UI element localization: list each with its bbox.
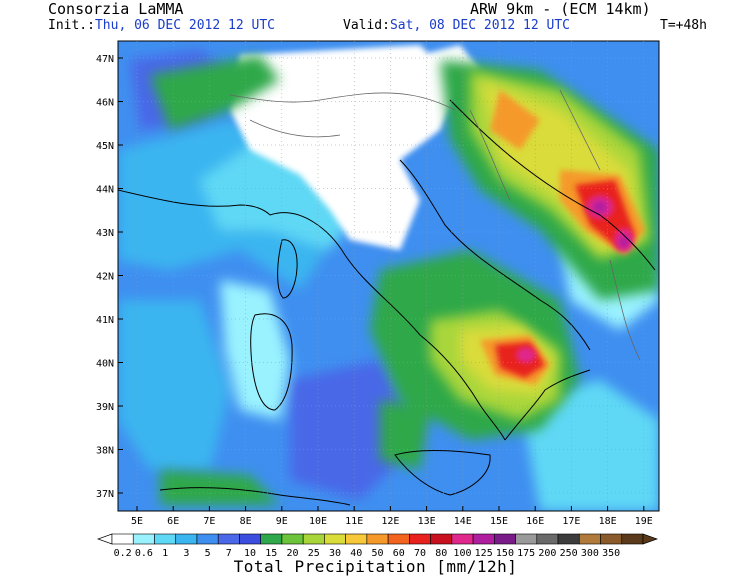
lon-label: 14E bbox=[454, 516, 472, 527]
colorbar-level-label: 1 bbox=[162, 548, 168, 559]
colorbar-swatch bbox=[578, 533, 601, 545]
lon-label: 8E bbox=[240, 516, 252, 527]
org-title: Consorzia LaMMA bbox=[48, 0, 184, 18]
colorbar-swatch bbox=[515, 533, 538, 545]
forecast-lead: T=+48h bbox=[660, 18, 707, 33]
colorbar-level-label: 80 bbox=[435, 548, 447, 559]
colorbar-swatch bbox=[536, 533, 559, 545]
colorbar-swatch bbox=[154, 533, 177, 545]
colorbar: 0.2 0.6 1 3 5 7 10 15 20 25 30 40 50 60 70 80 100 125 150 1… bbox=[96, 533, 659, 559]
colorbar-level-label: 175 bbox=[517, 548, 535, 559]
lat-label: 40N bbox=[96, 359, 114, 370]
colorbar-level-label: 3 bbox=[183, 548, 189, 559]
colorbar-level-label: 50 bbox=[371, 548, 383, 559]
colorbar-swatch bbox=[239, 533, 261, 545]
colorbar-swatch bbox=[451, 533, 474, 545]
colorbar-swatch bbox=[132, 533, 155, 545]
colorbar-level-label: 15 bbox=[265, 548, 277, 559]
lat-label: 38N bbox=[96, 446, 114, 457]
colorbar-swatch bbox=[260, 533, 283, 545]
colorbar-swatch bbox=[494, 533, 516, 545]
colorbar-swatch bbox=[217, 533, 240, 545]
init-line: Init.:Thu, 06 DEC 2012 12 UTC bbox=[48, 19, 275, 33]
colorbar-swatch bbox=[557, 533, 580, 545]
lat-label: 41N bbox=[96, 315, 114, 326]
colorbar-level-label: 40 bbox=[350, 548, 362, 559]
latitude-axis: 47N 46N 45N 44N 43N 42N 41N 40N 39N 38N 37N bbox=[96, 54, 659, 500]
colorbar-swatch bbox=[600, 533, 623, 545]
colorbar-level-label: 10 bbox=[244, 548, 256, 559]
colorbar-min-arrow bbox=[96, 533, 113, 545]
colorbar-level-label: 0.6 bbox=[135, 548, 153, 559]
colorbar-title: Total Precipitation [mm/12h] bbox=[233, 557, 518, 576]
colorbar-level-label: 7 bbox=[226, 548, 232, 559]
colorbar-level-label: 300 bbox=[581, 548, 599, 559]
colorbar-level-label: 20 bbox=[287, 548, 299, 559]
lon-label: 6E bbox=[167, 516, 179, 527]
model-title: ARW 9km - (ECM 14km) bbox=[470, 0, 651, 18]
colorbar-level-label: 30 bbox=[329, 548, 341, 559]
colorbar-level-label: 25 bbox=[308, 548, 320, 559]
colorbar-swatch bbox=[302, 533, 325, 545]
colorbar-swatch bbox=[196, 533, 219, 545]
lon-label: 17E bbox=[562, 516, 580, 527]
colorbar-level-label: 60 bbox=[393, 548, 405, 559]
colorbar-level-label: 70 bbox=[414, 548, 426, 559]
lat-label: 37N bbox=[96, 489, 114, 500]
colorbar-swatch bbox=[324, 533, 346, 545]
valid-label: Valid: bbox=[343, 18, 390, 33]
precip-field bbox=[118, 41, 659, 511]
colorbar-max-arrow bbox=[642, 533, 659, 545]
lat-label: 46N bbox=[96, 98, 114, 109]
colorbar-swatch bbox=[430, 533, 453, 545]
longitude-axis: 5E 6E 7E 8E 9E 10E 11E 12E 13E 14E 15E 16E 17E 18E 19E bbox=[131, 41, 653, 527]
colorbar-swatch bbox=[621, 533, 644, 545]
colorbar-level-label: 350 bbox=[602, 548, 620, 559]
colorbar-level-label: 250 bbox=[560, 548, 578, 559]
colorbar-swatch bbox=[281, 533, 304, 545]
colorbar-swatch bbox=[472, 533, 495, 545]
lon-label: 10E bbox=[309, 516, 327, 527]
colorbar-swatch bbox=[111, 533, 134, 545]
lat-label: 45N bbox=[96, 141, 114, 152]
lon-label: 7E bbox=[203, 516, 215, 527]
lon-label: 12E bbox=[381, 516, 399, 527]
colorbar-swatch bbox=[409, 533, 431, 545]
lat-label: 43N bbox=[96, 228, 114, 239]
colorbar-level-label: 0.2 bbox=[114, 548, 132, 559]
colorbar-level-label: 200 bbox=[538, 548, 556, 559]
lon-label: 18E bbox=[599, 516, 617, 527]
valid-line: Valid:Sat, 08 DEC 2012 12 UTC bbox=[343, 19, 570, 33]
colorbar-swatch bbox=[345, 533, 368, 545]
lon-label: 5E bbox=[131, 516, 143, 527]
lon-label: 9E bbox=[276, 516, 288, 527]
lat-label: 39N bbox=[96, 402, 114, 413]
lon-label: 13E bbox=[418, 516, 436, 527]
init-value: Thu, 06 DEC 2012 12 UTC bbox=[94, 18, 275, 33]
colorbar-level-label: 125 bbox=[475, 548, 493, 559]
borders bbox=[229, 89, 641, 361]
coastlines bbox=[118, 99, 656, 506]
colorbar-level-label: 5 bbox=[205, 548, 211, 559]
colorbar-swatch bbox=[175, 533, 198, 545]
lat-label: 47N bbox=[96, 54, 114, 65]
lat-label: 42N bbox=[96, 272, 114, 283]
colorbar-level-label: 150 bbox=[496, 548, 514, 559]
lat-label: 44N bbox=[96, 185, 114, 196]
lon-label: 15E bbox=[490, 516, 508, 527]
init-label: Init.: bbox=[48, 18, 95, 33]
colorbar-swatch bbox=[387, 533, 410, 545]
lon-label: 11E bbox=[345, 516, 363, 527]
colorbar-level-label: 100 bbox=[453, 548, 471, 559]
lon-label: 19E bbox=[635, 516, 653, 527]
lon-label: 16E bbox=[526, 516, 544, 527]
valid-value: Sat, 08 DEC 2012 12 UTC bbox=[389, 18, 570, 33]
colorbar-swatch bbox=[366, 533, 389, 545]
